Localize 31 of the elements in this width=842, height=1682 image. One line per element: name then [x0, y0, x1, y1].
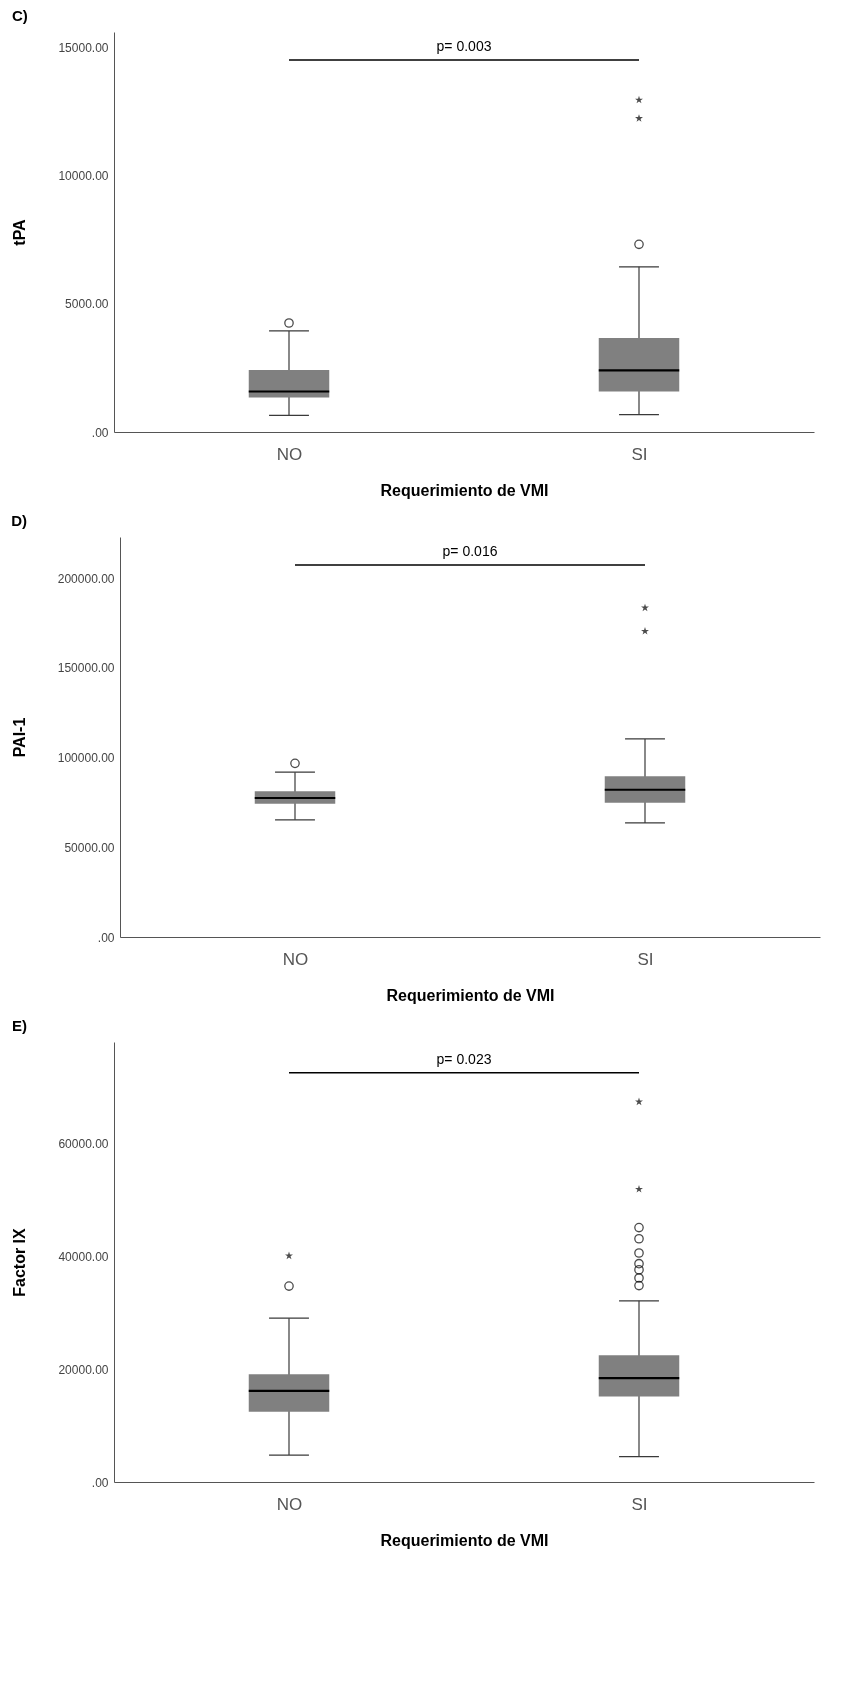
y-tick-label: .00: [91, 425, 109, 440]
x-tick-label: SI: [631, 1494, 648, 1514]
x-tick-label: SI: [637, 949, 654, 969]
annotation: p= 0.023: [436, 1050, 492, 1067]
y-axis-title: PAI-1: [10, 717, 28, 758]
y-tick-label: .00: [97, 930, 115, 945]
chart-title: D): [11, 512, 28, 529]
chart-title: E): [11, 1017, 27, 1034]
y-tick-label: 10000.00: [58, 169, 109, 184]
x-axis-title: Requerimiento de VMI: [380, 1531, 549, 1549]
x-tick-label: SI: [631, 444, 648, 464]
chart-title: C): [11, 7, 28, 24]
y-tick-label: 60000.00: [58, 1137, 109, 1152]
y-tick-label: 5000.00: [65, 297, 109, 312]
x-tick-label: NO: [276, 1494, 303, 1514]
y-axis-title: tPA: [11, 218, 29, 246]
x-axis-title: Requerimiento de VMI: [386, 986, 555, 1004]
y-axis-title: Factor IX: [11, 1227, 29, 1297]
y-tick-label: 200000.00: [57, 571, 115, 586]
x-tick-label: NO: [276, 444, 303, 464]
x-axis-title: Requerimiento de VMI: [380, 481, 549, 499]
y-tick-label: 40000.00: [58, 1249, 109, 1264]
y-tick-label: 15000.00: [58, 40, 109, 55]
y-tick-label: 50000.00: [64, 840, 115, 855]
x-tick-label: NO: [282, 949, 309, 969]
annotation: p= 0.016: [442, 543, 498, 559]
y-tick-label: 100000.00: [57, 751, 115, 766]
annotation: p= 0.003: [436, 38, 492, 54]
y-tick-label: .00: [91, 1475, 109, 1490]
y-tick-label: 150000.00: [57, 661, 115, 676]
y-tick-label: 20000.00: [58, 1362, 109, 1377]
